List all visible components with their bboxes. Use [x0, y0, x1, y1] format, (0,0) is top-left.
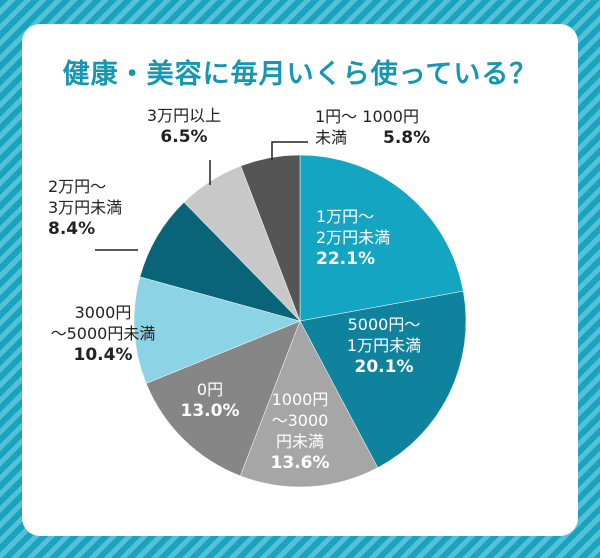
- slice-value-2: 20.1%: [355, 357, 414, 377]
- slice-value-1: 22.1%: [316, 249, 375, 269]
- slice-label-2: 5000円～ 1万円未満 20.1%: [347, 315, 421, 377]
- slice-label-6: 2万円～ 3万円未満 8.4%: [48, 177, 122, 239]
- pie-slice-2: [299, 290, 467, 469]
- pie-slice-3: [239, 320, 379, 488]
- leader-line-8: [271, 141, 308, 160]
- slice-label-5: 3000円～5000円未満 10.4%: [51, 303, 156, 365]
- slice-value-8: 5.8%: [383, 128, 430, 148]
- pie-slice-4: [145, 320, 301, 477]
- slice-label-4: 0円 13.0%: [181, 380, 240, 421]
- slice-value-5: 10.4%: [74, 345, 133, 365]
- slice-label-1: 1万円～ 2万円未満 22.1%: [316, 207, 390, 269]
- slice-value-7: 6.5%: [160, 127, 207, 147]
- pie-slice-1: [299, 154, 464, 322]
- slice-label-3: 1000円～3000 円未満 13.6%: [271, 390, 330, 473]
- slice-value-3: 13.6%: [271, 453, 330, 473]
- slice-value-4: 13.0%: [181, 401, 240, 421]
- pie-slice-5: [133, 276, 301, 384]
- slice-label-7: 3万円以上 6.5%: [147, 106, 221, 147]
- chart-title: 健康・美容に毎月いくら使っている？: [62, 59, 538, 90]
- pie-slice-8: [240, 154, 301, 322]
- slice-value-6: 8.4%: [48, 219, 95, 239]
- pie-slice-6: [139, 201, 301, 322]
- slice-label-8: 1円～ 1000円未満 5.8%: [315, 107, 430, 148]
